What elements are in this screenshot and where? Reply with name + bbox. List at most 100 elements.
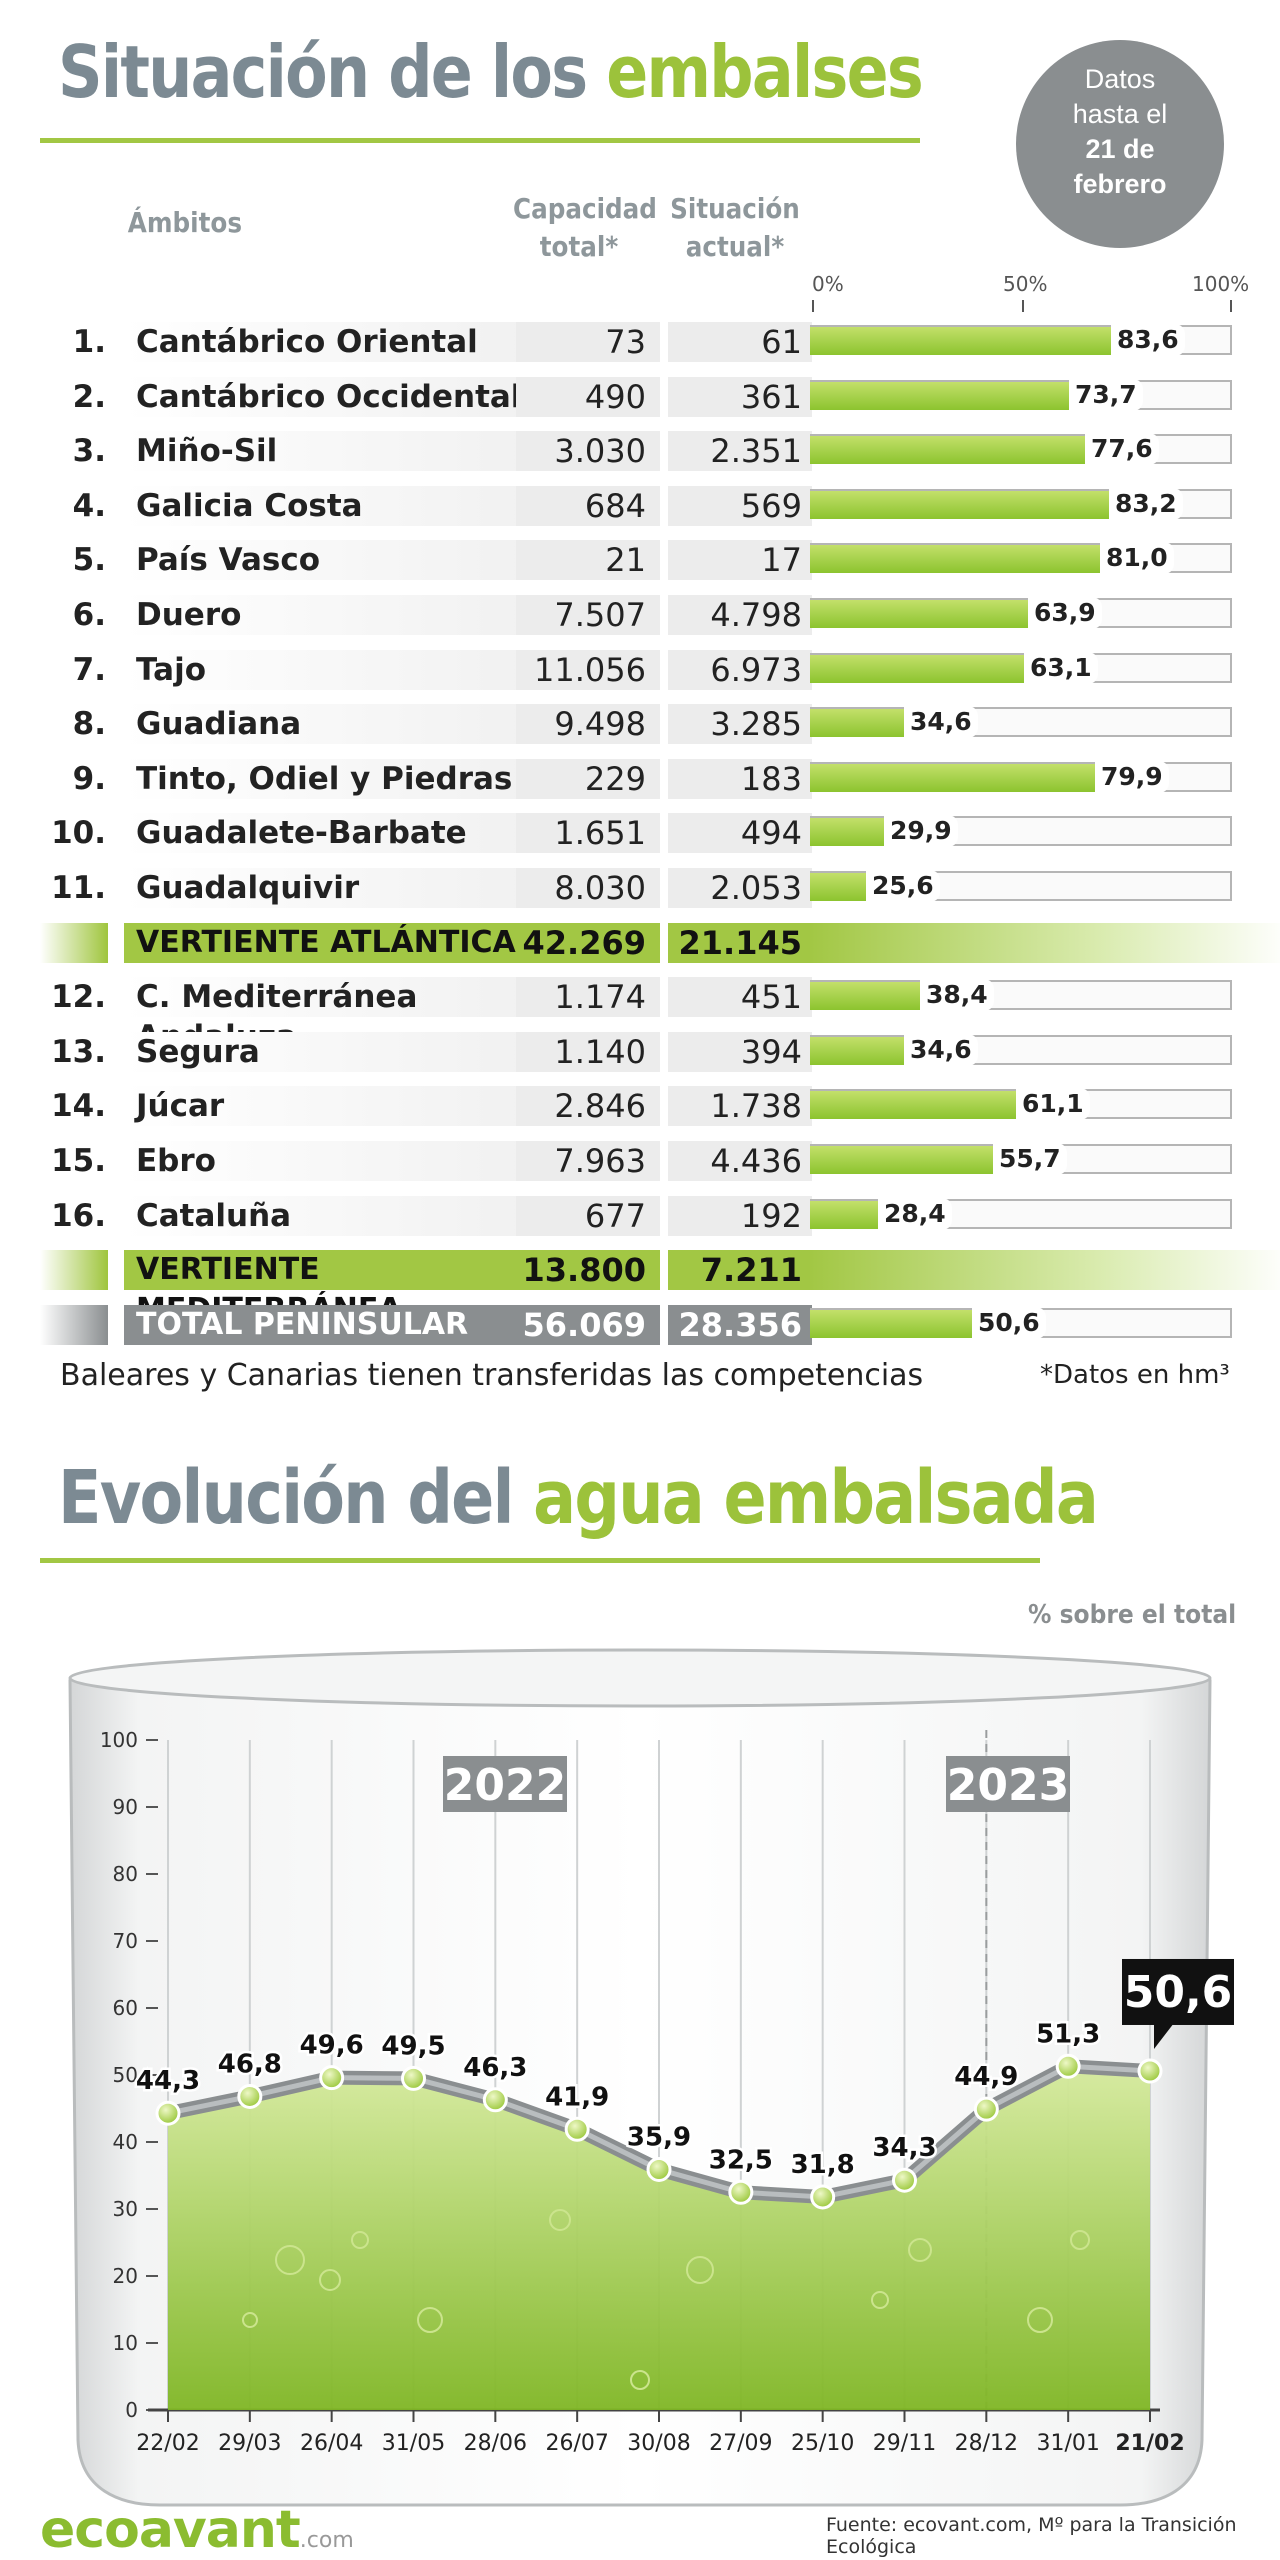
row-current: 394 — [668, 1032, 812, 1072]
row-number — [40, 1305, 108, 1345]
bubble — [630, 2370, 650, 2390]
table-row: 14. Júcar 2.846 1.738 61,1 — [40, 1086, 1260, 1126]
row-current: 1.738 — [668, 1086, 812, 1126]
row-current: 451 — [668, 977, 812, 1017]
bubble — [242, 2312, 258, 2328]
badge-line-2: hasta el — [1072, 99, 1168, 129]
row-name: Ebro — [124, 1141, 556, 1181]
column-header-current-line2: actual* — [685, 230, 785, 263]
row-capacity: 8.030 — [516, 868, 660, 908]
percent-label: 50,6 — [972, 1307, 1046, 1339]
row-number: 1. — [72, 324, 106, 360]
table-row: 13. Segura 1.140 394 34,6 — [40, 1032, 1260, 1072]
y-axis-tick-label: 30 — [113, 2197, 138, 2221]
jar-chart-container: 0 10 20 30 40 50 60 70 80 90 100 44,3 22/02 46,8 29/03… — [0, 1620, 1280, 2520]
data-label: 44,9 — [954, 2062, 1018, 2092]
y-axis-tick-label: 80 — [113, 1862, 138, 1886]
column-header-capacity-line2: total* — [539, 230, 619, 263]
row-capacity: 7.963 — [516, 1141, 660, 1181]
row-current: 7.211 — [668, 1250, 812, 1290]
row-current: 4.436 — [668, 1141, 812, 1181]
percent-label: 28,4 — [878, 1198, 952, 1230]
data-point — [1137, 2058, 1163, 2084]
table-row: 2. Cantábrico Occidental 490 361 73,7 — [40, 377, 1260, 417]
percent-label: 34,6 — [904, 706, 978, 738]
table-row: 11. Guadalquivir 8.030 2.053 25,6 — [40, 868, 1260, 908]
column-header-ambitos: Ámbitos — [127, 206, 242, 239]
percent-note: % sobre el total — [1028, 1600, 1237, 1630]
data-label: 46,8 — [218, 2049, 282, 2079]
row-current: 6.973 — [668, 650, 812, 690]
row-current: 21.145 — [668, 923, 812, 963]
data-point — [482, 2087, 508, 2113]
scale-tick-100 — [1230, 300, 1232, 312]
scale-50: 50% — [1003, 272, 1048, 296]
table-row: 8. Guadiana 9.498 3.285 34,6 — [40, 704, 1260, 744]
column-header-capacity: Capacidad total* — [513, 190, 657, 266]
y-axis-tick-label: 10 — [113, 2331, 138, 2355]
subtotal-row: VERTIENTE ATLÁNTICA 42.269 21.145 — [40, 923, 1280, 963]
row-number: 3. — [72, 433, 106, 469]
row-capacity: 2.846 — [516, 1086, 660, 1126]
row-current: 4.798 — [668, 595, 812, 635]
logo-text: ecoavant — [40, 2500, 301, 2560]
data-point — [564, 2116, 590, 2142]
percent-label: 25,6 — [866, 870, 940, 902]
row-name: País Vasco — [124, 540, 556, 580]
row-capacity: 42.269 — [516, 923, 660, 963]
table-row: 5. País Vasco 21 17 81,0 — [40, 540, 1260, 580]
logo-domain: .com — [299, 2528, 354, 2553]
x-axis-tick-label: 29/03 — [218, 2431, 281, 2456]
title-part-2: embalses — [606, 30, 924, 114]
column-header-current: Situación actual* — [669, 190, 801, 266]
row-number: 13. — [51, 1034, 106, 1070]
row-number: 10. — [51, 815, 106, 851]
y-axis-tick-label: 50 — [113, 2063, 138, 2087]
percent-label: 63,1 — [1024, 652, 1098, 684]
row-capacity: 229 — [516, 759, 660, 799]
row-number: 11. — [51, 870, 106, 906]
ecoavant-logo: ecoavant.com — [40, 2500, 354, 2560]
title-underline — [40, 138, 920, 143]
row-current: 3.285 — [668, 704, 812, 744]
x-axis-tick-label: 22/02 — [136, 2431, 199, 2456]
row-capacity: 3.030 — [516, 431, 660, 471]
row-name: Guadalete-Barbate — [124, 813, 556, 853]
percent-label: 61,1 — [1016, 1088, 1090, 1120]
table-row: 6. Duero 7.507 4.798 63,9 — [40, 595, 1260, 635]
row-capacity: 677 — [516, 1196, 660, 1236]
y-axis-tick-label: 90 — [113, 1795, 138, 1819]
scale-tick-50 — [1022, 300, 1024, 312]
evolution-title-part-1: Evolución del — [58, 1455, 514, 1541]
row-number: 2. — [72, 379, 106, 415]
table-row: 4. Galicia Costa 684 569 83,2 — [40, 486, 1260, 526]
row-name: Tinto, Odiel y Piedras — [124, 759, 556, 799]
percent-label: 77,6 — [1085, 433, 1159, 465]
subtotal-band — [810, 1250, 1280, 1290]
data-point — [810, 2184, 836, 2210]
percent-label: 55,7 — [993, 1143, 1067, 1175]
x-axis-tick-label: 28/12 — [955, 2431, 1018, 2456]
data-point — [646, 2156, 672, 2182]
highlight-callout-pointer — [1154, 2022, 1174, 2049]
row-capacity: 21 — [516, 540, 660, 580]
scale-0: 0% — [812, 272, 844, 296]
row-name: Guadalquivir — [124, 868, 556, 908]
percent-label: 63,9 — [1028, 597, 1102, 629]
source-note: Fuente: ecovant.com, Mº para la Transici… — [826, 2514, 1237, 2558]
row-number: 6. — [72, 597, 106, 633]
row-current: 494 — [668, 813, 812, 853]
table-row: 3. Miño-Sil 3.030 2.351 77,6 — [40, 431, 1260, 471]
bubble — [351, 2231, 369, 2249]
row-capacity: 56.069 — [516, 1305, 660, 1345]
row-capacity: 490 — [516, 377, 660, 417]
x-axis-tick-label: 30/08 — [627, 2431, 690, 2456]
row-capacity: 73 — [516, 322, 660, 362]
y-axis-tick-label: 0 — [125, 2398, 138, 2422]
row-capacity: 11.056 — [516, 650, 660, 690]
row-number: 9. — [72, 761, 106, 797]
highlight-callout-box — [1122, 1958, 1234, 2025]
row-number: 5. — [72, 542, 106, 578]
footnote-unit: *Datos en hm³ — [1040, 1360, 1230, 1390]
